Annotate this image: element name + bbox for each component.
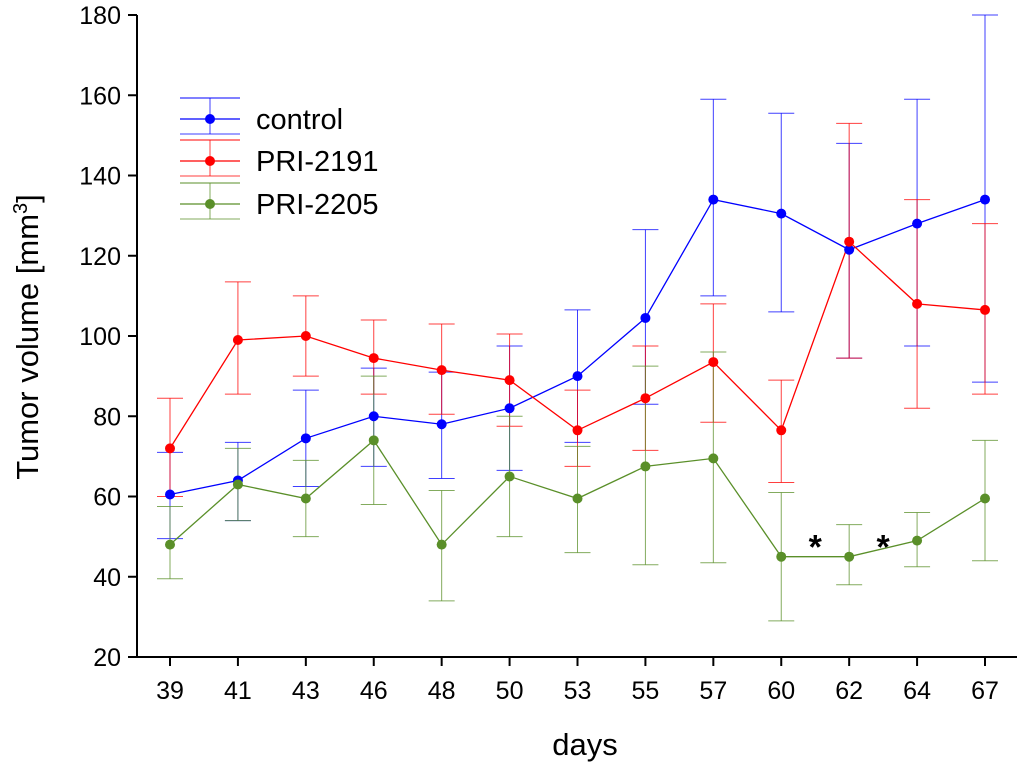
data-point-pri-2205 bbox=[640, 461, 651, 472]
x-tick-label: 43 bbox=[292, 677, 320, 705]
y-axis-label-superscript: 3 bbox=[10, 203, 32, 214]
data-point-pri-2205 bbox=[572, 493, 583, 504]
data-point-control bbox=[640, 312, 651, 323]
data-point-pri-2191 bbox=[436, 365, 447, 376]
y-tick-label: 80 bbox=[93, 403, 121, 431]
y-tick-label: 20 bbox=[93, 644, 121, 672]
data-point-pri-2205 bbox=[368, 435, 379, 446]
data-point-pri-2191 bbox=[640, 393, 651, 404]
legend-marker-pri-2205 bbox=[205, 199, 215, 209]
data-point-pri-2191 bbox=[232, 335, 243, 346]
y-tick-label: 180 bbox=[79, 2, 121, 30]
data-point-pri-2205 bbox=[504, 471, 515, 482]
x-tick-label: 50 bbox=[496, 677, 524, 705]
legend-label-pri-2191: PRI-2191 bbox=[256, 146, 379, 178]
significance-asterisk: * bbox=[877, 529, 891, 567]
data-point-pri-2205 bbox=[300, 493, 311, 504]
y-tick-label: 60 bbox=[93, 484, 121, 512]
legend-label-control: control bbox=[256, 104, 343, 136]
x-tick-label: 62 bbox=[835, 677, 863, 705]
data-point-control bbox=[776, 208, 787, 219]
data-point-pri-2191 bbox=[504, 375, 515, 386]
x-tick-label: 57 bbox=[699, 677, 727, 705]
data-point-control bbox=[300, 433, 311, 444]
data-point-control bbox=[708, 194, 719, 205]
x-tick-label: 67 bbox=[971, 677, 999, 705]
data-point-pri-2191 bbox=[912, 298, 923, 309]
y-tick-label: 120 bbox=[79, 243, 121, 271]
y-tick-label: 160 bbox=[79, 82, 121, 110]
data-point-pri-2191 bbox=[776, 425, 787, 436]
data-point-pri-2191 bbox=[572, 425, 583, 436]
legend-label-pri-2205: PRI-2205 bbox=[256, 189, 379, 221]
data-point-pri-2205 bbox=[436, 539, 447, 550]
y-tick-label: 140 bbox=[79, 163, 121, 191]
data-point-pri-2191 bbox=[165, 443, 175, 454]
data-point-control bbox=[844, 244, 855, 255]
data-point-control bbox=[436, 419, 447, 430]
data-point-control bbox=[912, 218, 923, 229]
data-point-pri-2191 bbox=[368, 353, 379, 364]
x-tick-label: 53 bbox=[564, 677, 592, 705]
x-tick-label: 41 bbox=[224, 677, 252, 705]
y-axis-label: Tumor volume [mm3] bbox=[10, 194, 45, 480]
data-point-pri-2205 bbox=[844, 551, 855, 562]
x-tick-label: 39 bbox=[156, 677, 184, 705]
significance-asterisk: * bbox=[809, 529, 823, 567]
x-tick-label: 55 bbox=[632, 677, 660, 705]
x-tick-label: 46 bbox=[360, 677, 388, 705]
data-points bbox=[165, 194, 990, 562]
x-tick-label: 64 bbox=[903, 677, 931, 705]
data-point-pri-2191 bbox=[708, 357, 719, 368]
significance-annotations: * * bbox=[809, 529, 891, 567]
axes: 20 40 60 80 100 120 140 160 180 39 41 43 46 48 50 53 55 5… bbox=[79, 2, 1017, 705]
data-point-pri-2191 bbox=[300, 331, 311, 341]
data-point-pri-2205 bbox=[776, 551, 787, 562]
data-point-pri-2205 bbox=[708, 453, 719, 464]
data-point-control bbox=[165, 489, 175, 500]
data-point-control bbox=[572, 371, 583, 382]
data-point-pri-2191 bbox=[980, 304, 990, 315]
data-point-pri-2191 bbox=[844, 236, 855, 247]
data-point-pri-2205 bbox=[980, 493, 990, 504]
data-point-pri-2205 bbox=[165, 539, 175, 550]
data-point-pri-2205 bbox=[912, 535, 923, 546]
legend-marker-pri-2191 bbox=[205, 156, 215, 166]
x-axis-label: days bbox=[552, 727, 617, 762]
legend: control PRI-2191 PRI-2205 bbox=[180, 97, 379, 221]
data-point-control bbox=[980, 194, 990, 205]
y-tick-label: 100 bbox=[79, 323, 121, 351]
x-tick-label: 48 bbox=[428, 677, 456, 705]
y-tick-label: 40 bbox=[93, 564, 121, 592]
data-point-pri-2205 bbox=[232, 479, 243, 490]
data-point-control bbox=[504, 403, 515, 414]
x-tick-label: 60 bbox=[767, 677, 795, 705]
data-point-control bbox=[368, 411, 379, 422]
legend-marker-control bbox=[205, 114, 215, 124]
